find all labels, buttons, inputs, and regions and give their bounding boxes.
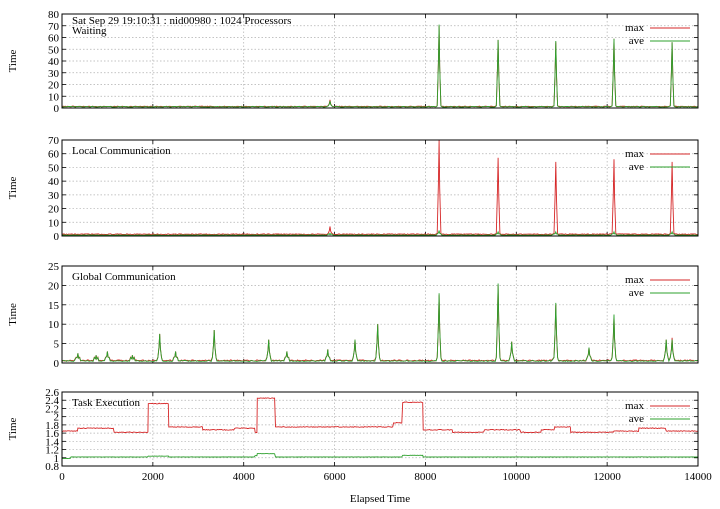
panel-frame	[61, 391, 699, 467]
y-tick-label: 10	[48, 91, 60, 103]
panel-label: Task Execution	[72, 397, 140, 409]
y-tick-label: 5	[54, 339, 60, 351]
y-tick-label: 0	[54, 358, 60, 370]
x-tick-label: 10000	[503, 471, 531, 483]
panel-frame	[61, 265, 699, 364]
y-tick-label: 50	[48, 162, 60, 174]
legend-label-ave: ave	[629, 413, 644, 425]
y-tick-label: 0	[54, 103, 60, 115]
series-line-max	[61, 25, 698, 108]
series-line-ave	[62, 453, 698, 460]
y-axis-label: Time	[7, 49, 19, 72]
y-tick-label: 1.4	[45, 436, 59, 448]
series-line-max	[61, 139, 698, 236]
y-tick-label: 20	[48, 204, 60, 216]
y-tick-label: 2.6	[45, 387, 59, 399]
x-tick-label: 2000	[142, 471, 165, 483]
y-tick-label: 2.2	[45, 403, 59, 415]
series-line-max	[61, 397, 699, 434]
x-tick-label: 4000	[233, 471, 256, 483]
chart-header: Sat Sep 29 19:10:31 : nid00980 : 1024 Pr…	[72, 15, 291, 27]
y-tick-label: 0.8	[45, 461, 59, 473]
panel-frame	[61, 13, 699, 109]
legend-label-max: max	[625, 274, 644, 286]
y-tick-label: 25	[48, 261, 60, 273]
legend-label-max: max	[625, 22, 644, 34]
x-tick-label: 8000	[414, 471, 437, 483]
y-axis-label: Time	[7, 417, 19, 440]
series-line-ave	[61, 283, 698, 363]
y-tick-label: 1.6	[45, 428, 59, 440]
panel-label: Waiting	[72, 25, 107, 37]
y-tick-label: 40	[48, 176, 60, 188]
y-tick-label: 15	[48, 300, 60, 312]
y-tick-label: 1.2	[45, 445, 59, 457]
y-tick-label: 60	[48, 33, 60, 45]
y-tick-label: 0	[54, 231, 60, 243]
y-tick-label: 60	[48, 149, 60, 161]
panel-frame	[61, 139, 699, 237]
y-tick-label: 20	[48, 280, 60, 292]
x-axis-label: Elapsed Time	[350, 493, 410, 504]
y-tick-label: 30	[48, 190, 60, 202]
y-tick-label: 30	[48, 68, 60, 80]
y-tick-label: 50	[48, 44, 60, 56]
legend-label-max: max	[625, 400, 644, 412]
panel-label: Global Communication	[72, 271, 176, 283]
legend-label-ave: ave	[629, 287, 644, 299]
y-tick-label: 2	[54, 412, 60, 424]
legend-label-ave: ave	[629, 161, 644, 173]
y-tick-label: 70	[48, 135, 60, 147]
x-tick-label: 14000	[684, 471, 712, 483]
legend-label-max: max	[625, 148, 644, 160]
series-line-ave	[61, 230, 698, 236]
y-axis-label: Time	[7, 176, 19, 199]
y-tick-label: 10	[48, 319, 60, 331]
series-line-max	[61, 285, 698, 363]
x-tick-label: 6000	[324, 471, 347, 483]
y-tick-label: 1.8	[45, 420, 59, 432]
series-line-ave	[61, 24, 698, 108]
y-tick-label: 40	[48, 56, 60, 68]
y-tick-label: 20	[48, 80, 60, 92]
panel-label: Local Communication	[72, 145, 171, 157]
y-tick-label: 70	[48, 21, 60, 33]
legend-label-ave: ave	[629, 35, 644, 47]
y-tick-label: 10	[48, 217, 60, 229]
panel-3: 0.811.21.41.61.822.22.42.6 0 2000 4000 6000 8…	[7, 387, 712, 505]
x-tick-label: 0	[59, 471, 65, 483]
y-tick-label: 1	[54, 453, 60, 465]
y-tick-label: 2.4	[45, 395, 59, 407]
x-tick-label: 12000	[593, 471, 621, 483]
y-axis-label: Time	[7, 303, 19, 326]
y-tick-label: 80	[48, 9, 60, 21]
